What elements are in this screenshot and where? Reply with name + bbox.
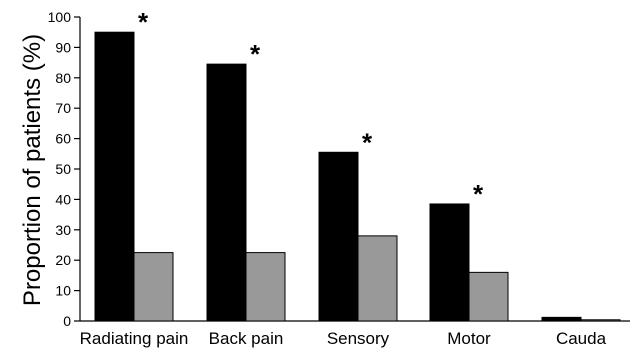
bar-cauda-series-1 bbox=[541, 316, 582, 322]
y-tick-label-100: 100 bbox=[48, 9, 72, 25]
significance-marker-radiating-pain: * bbox=[138, 7, 149, 37]
y-tick-label-90: 90 bbox=[55, 39, 71, 55]
bar-back-pain-series-2 bbox=[245, 252, 286, 322]
plot-area: 0 10 20 30 40 50 60 70 80 90 100 Radiating pain Back… bbox=[48, 7, 630, 348]
significance-marker-sensory: * bbox=[362, 127, 373, 157]
y-tick-label-60: 60 bbox=[55, 131, 71, 147]
y-tick-label-50: 50 bbox=[55, 161, 71, 177]
y-tick-label-20: 20 bbox=[55, 252, 71, 268]
y-tick-label-10: 10 bbox=[55, 283, 71, 299]
y-tick-label-30: 30 bbox=[55, 222, 71, 238]
bar-radiating-pain-series-2 bbox=[133, 252, 174, 322]
y-tick-label-80: 80 bbox=[55, 70, 71, 86]
bar-motor-series-2 bbox=[468, 271, 509, 322]
bar-motor-series-1 bbox=[429, 203, 470, 322]
bar-sensory-series-2 bbox=[357, 235, 398, 322]
y-tick-label-70: 70 bbox=[55, 100, 71, 116]
y-axis-title: Proportion of patients (%) bbox=[19, 34, 46, 306]
y-tick-label-0: 0 bbox=[63, 313, 71, 329]
x-tick-label-back-pain: Back pain bbox=[209, 329, 284, 348]
significance-marker-back-pain: * bbox=[250, 39, 261, 69]
y-tick-label-40: 40 bbox=[55, 191, 71, 207]
bar-sensory-series-1 bbox=[318, 151, 359, 322]
x-tick-label-motor: Motor bbox=[447, 329, 491, 348]
x-tick-label-sensory: Sensory bbox=[327, 329, 390, 348]
significance-marker-motor: * bbox=[473, 179, 484, 209]
bar-cauda-series-2 bbox=[580, 319, 621, 322]
bar-back-pain-series-1 bbox=[206, 63, 247, 322]
x-tick-label-radiating-pain: Radiating pain bbox=[80, 329, 189, 348]
x-tick-label-cauda: Cauda bbox=[556, 329, 607, 348]
bar-radiating-pain-series-1 bbox=[94, 31, 135, 322]
